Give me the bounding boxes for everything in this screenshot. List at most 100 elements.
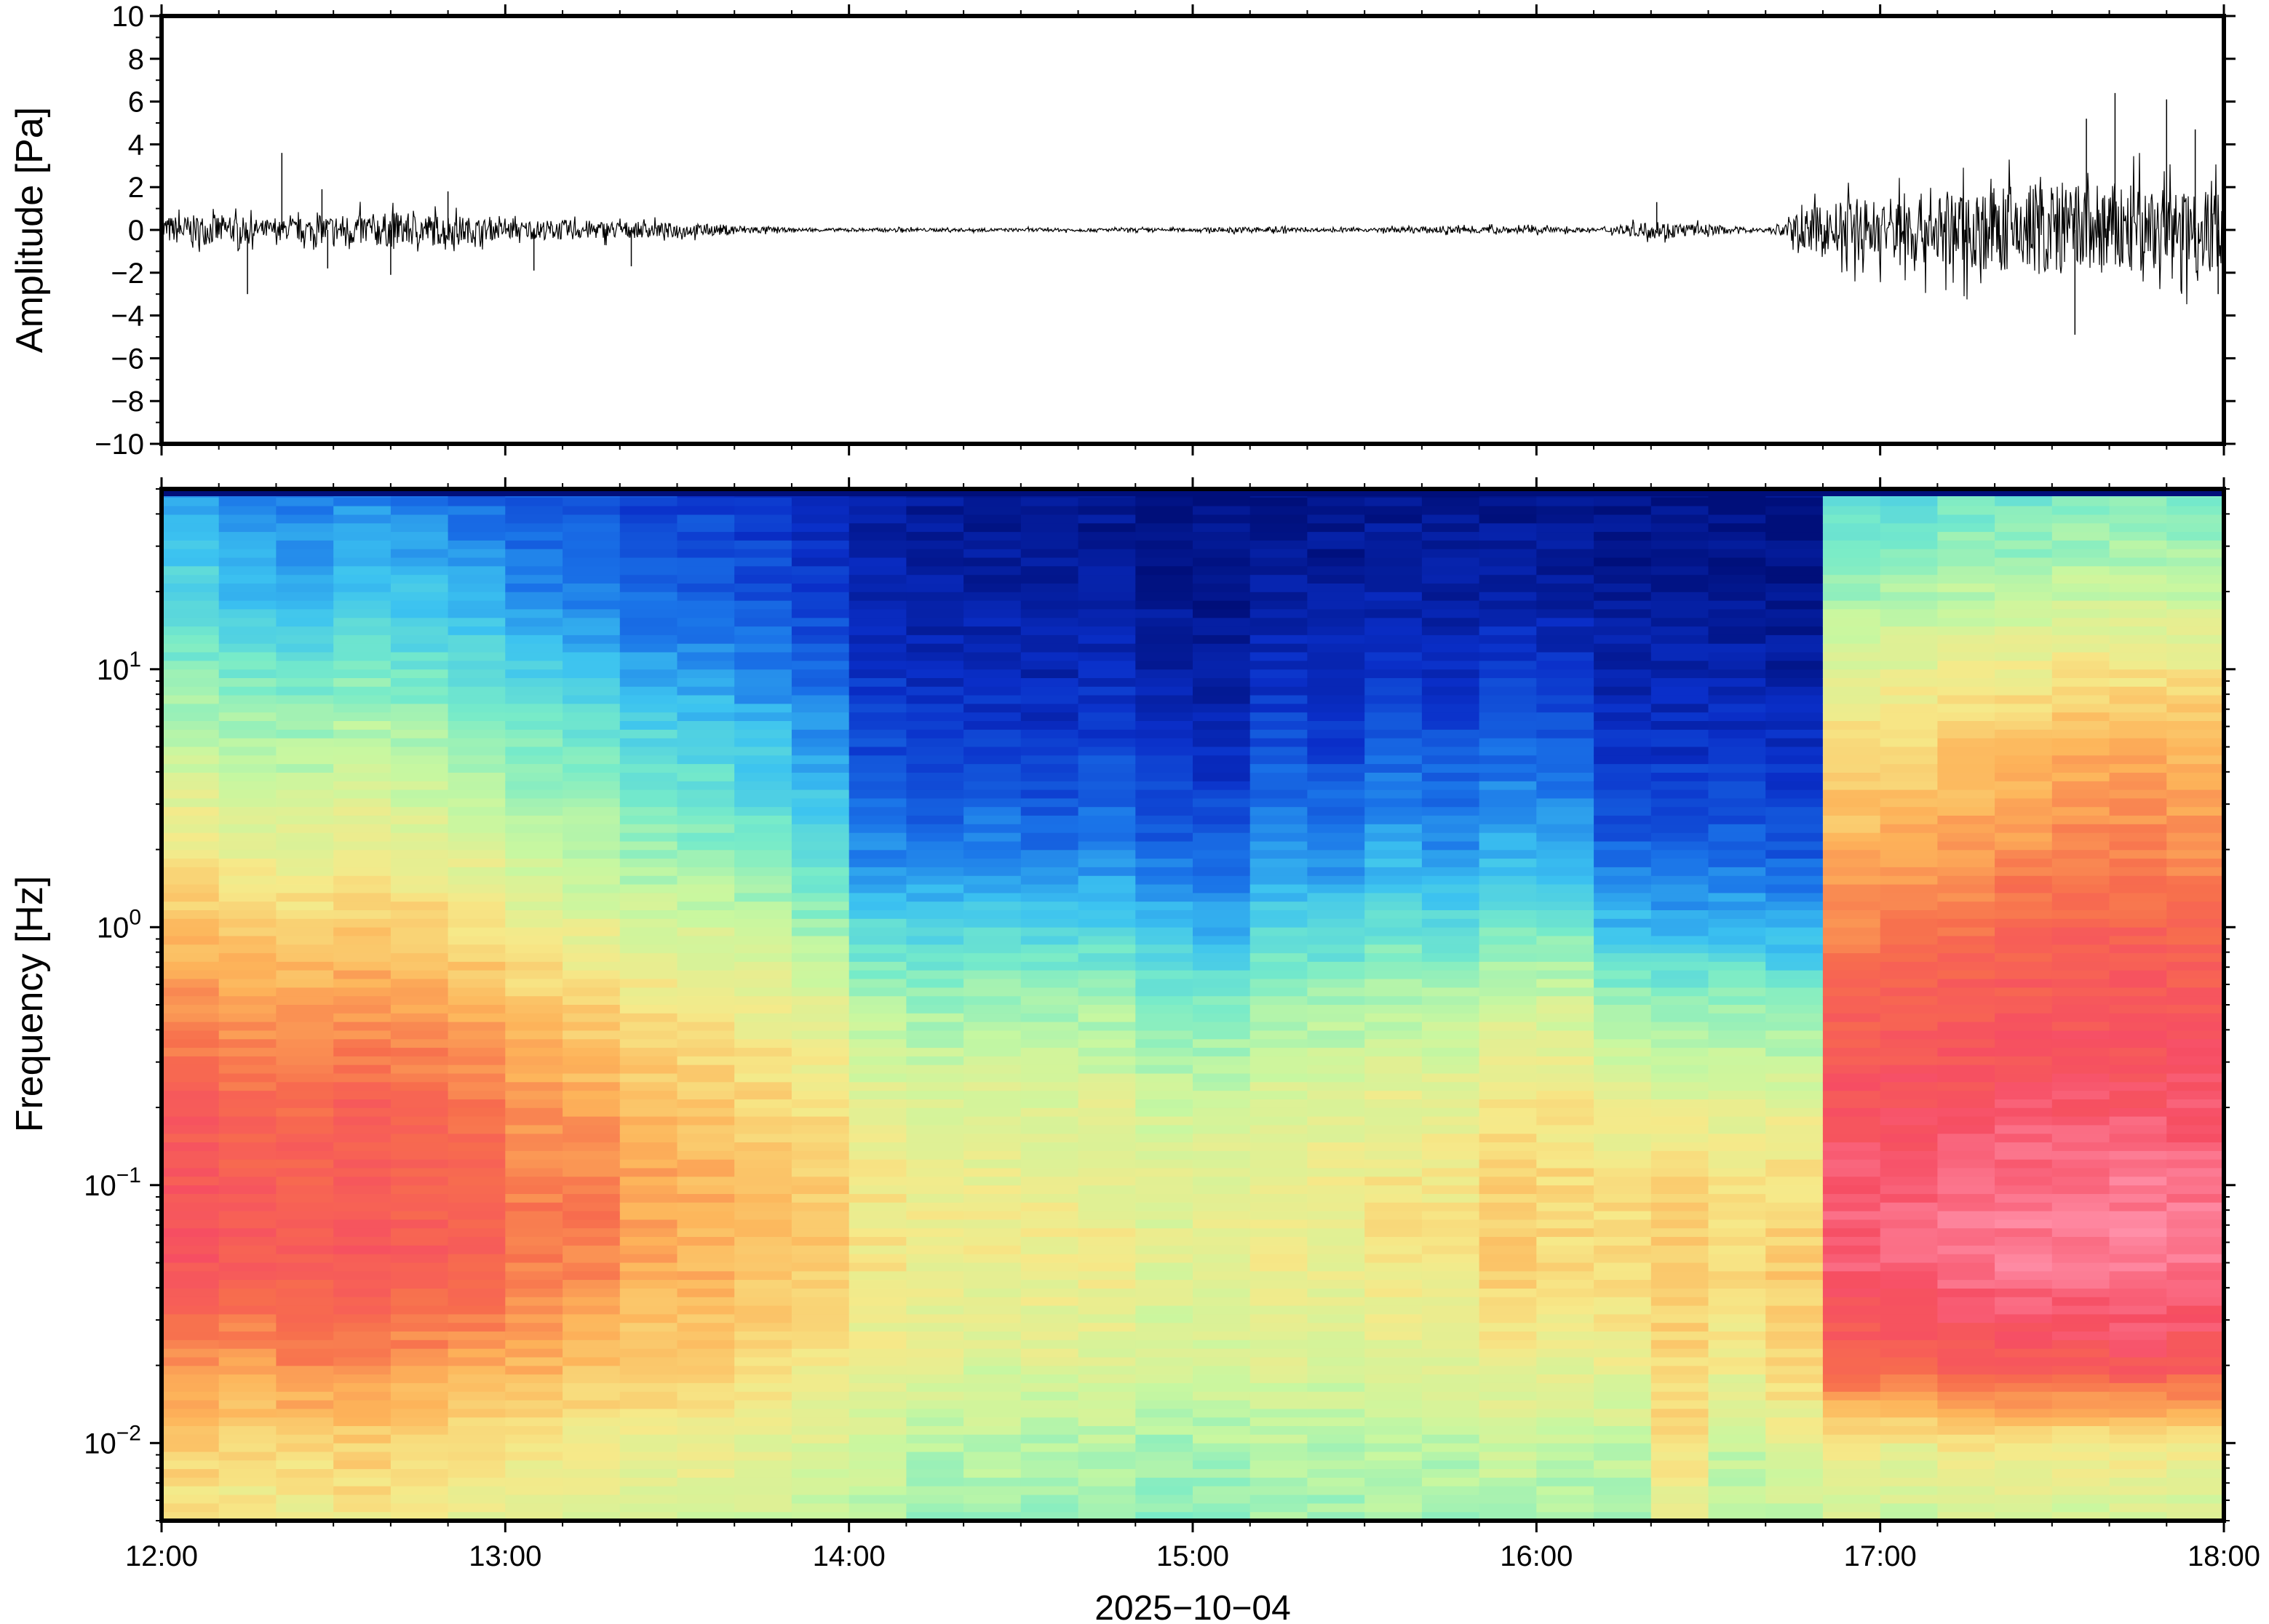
spectrogram-cell xyxy=(1995,824,2053,834)
spectrogram-cell xyxy=(390,1013,449,1023)
spectrogram-cell xyxy=(1421,1168,1480,1178)
spectrogram-cell xyxy=(218,1107,277,1118)
spectrogram-cell xyxy=(1594,626,1652,636)
spectrogram-cell xyxy=(1249,1030,1308,1040)
spectrogram-cell xyxy=(1536,1159,1594,1169)
spectrogram-cell xyxy=(448,747,506,757)
spectrogram-cell xyxy=(1822,1194,1881,1203)
spectrogram-cell xyxy=(1307,1280,1365,1289)
spectrogram-cell xyxy=(1135,1194,1193,1203)
spectrogram-cell xyxy=(2109,1013,2168,1023)
spectrogram-cell xyxy=(963,1202,1022,1212)
spectrogram-cell xyxy=(1708,1280,1766,1289)
spectrogram-cell xyxy=(1135,936,1193,946)
spectrogram-cell xyxy=(1995,850,2053,859)
spectrogram-cell xyxy=(505,738,563,748)
spectrogram-cell xyxy=(1937,1064,1995,1075)
spectrogram-cell xyxy=(276,1477,334,1487)
spectrogram-cell xyxy=(1020,600,1079,610)
spectrogram-cell xyxy=(390,918,449,928)
spectrogram-cell xyxy=(1650,859,1709,868)
spectrogram-cell xyxy=(333,927,392,937)
spectrogram-cell xyxy=(734,824,792,834)
spectrogram-cell xyxy=(390,850,449,859)
spectrogram-cell xyxy=(906,893,964,902)
spectrogram-cell xyxy=(1650,721,1709,731)
spectrogram-cell xyxy=(505,532,563,541)
spectrogram-cell xyxy=(1765,514,1824,525)
spectrogram-cell xyxy=(1020,816,1079,825)
spectrogram-cell xyxy=(734,1091,792,1100)
spectrogram-cell xyxy=(1135,1142,1193,1152)
spectrogram-cell xyxy=(1421,1073,1480,1083)
spectrogram-cell xyxy=(563,824,621,834)
spectrogram-cell xyxy=(390,944,449,954)
spectrogram-cell xyxy=(1765,497,1824,507)
spectrogram-cell xyxy=(1020,1030,1079,1040)
spectrogram-cell xyxy=(2166,549,2225,559)
spectrogram-cell xyxy=(448,1091,506,1100)
spectrogram-cell xyxy=(1421,729,1480,739)
spectrogram-cell xyxy=(2109,738,2168,748)
spectrogram-cell xyxy=(505,592,563,602)
spectrogram-cell xyxy=(963,1391,1022,1401)
spectrogram-cell xyxy=(791,634,850,645)
spectrogram-cell xyxy=(162,1417,220,1427)
spectrogram-cell xyxy=(1479,1005,1538,1014)
spectrogram-cell xyxy=(963,1099,1022,1109)
spectrogram-cell xyxy=(963,918,1022,928)
spectrogram-cell xyxy=(1364,669,1423,679)
spectrogram-cell xyxy=(2051,918,2110,928)
spectrogram-cell xyxy=(791,918,850,928)
spectrogram-cell xyxy=(162,1409,220,1418)
spectrogram-cell xyxy=(1249,1056,1308,1066)
spectrogram-cell xyxy=(1708,506,1766,516)
spectrogram-cell xyxy=(2109,1409,2168,1418)
spectrogram-cell xyxy=(734,1305,792,1315)
spectrogram-cell xyxy=(734,686,792,696)
spectrogram-cell xyxy=(1020,1168,1079,1178)
spectrogram-cell xyxy=(677,1400,735,1410)
spectrogram-cell xyxy=(505,1228,563,1238)
spectrogram-cell xyxy=(1364,1185,1423,1195)
spectrogram-cell xyxy=(2051,944,2110,954)
spectrogram-cell xyxy=(1307,669,1365,679)
spectrogram-cell xyxy=(1880,1194,1939,1203)
spectrogram-cell xyxy=(791,773,850,782)
spectrogram-cell xyxy=(1937,927,1995,937)
spectrogram-cell xyxy=(1650,1134,1709,1143)
spectrogram-cell xyxy=(791,1460,850,1470)
spectrogram-cell xyxy=(1822,721,1881,731)
spectrogram-cell xyxy=(1536,1177,1594,1186)
spectrogram-cell xyxy=(619,1477,678,1487)
spectrogram-cell xyxy=(390,575,449,584)
spectrogram-cell xyxy=(1708,634,1766,645)
spectrogram-cell xyxy=(1937,961,1995,971)
spectrogram-cell xyxy=(849,1202,907,1212)
spectrogram-cell xyxy=(2051,1091,2110,1100)
spectrogram-cell xyxy=(1307,566,1365,576)
spectrogram-cell xyxy=(1880,1323,1939,1332)
spectrogram-cell xyxy=(1594,592,1652,602)
spectrogram-cell xyxy=(1078,789,1137,800)
spectrogram-cell xyxy=(505,781,563,791)
spectrogram-cell xyxy=(1249,1159,1308,1169)
spectrogram-cell xyxy=(1650,910,1709,920)
spectrogram-cell xyxy=(2051,747,2110,757)
spectrogram-cell xyxy=(1708,1443,1766,1453)
spectrogram-cell xyxy=(1536,1503,1594,1513)
spectrogram-cell xyxy=(2166,1005,2225,1014)
spectrogram-cell xyxy=(677,773,735,782)
spectrogram-cell xyxy=(1822,789,1881,800)
spectrogram-cell xyxy=(162,773,220,782)
spectrogram-cell xyxy=(1822,1185,1881,1195)
spectrogram-cell xyxy=(1536,523,1594,533)
spectrogram-cell xyxy=(963,996,1022,1006)
spectrogram-cell xyxy=(1193,927,1251,937)
spectrogram-cell xyxy=(1307,996,1365,1006)
spectrogram-cell xyxy=(791,755,850,765)
spectrogram-cell xyxy=(1479,549,1538,559)
spectrogram-cell xyxy=(1249,867,1308,877)
spectrogram-cell xyxy=(448,721,506,731)
spectrogram-cell xyxy=(390,1477,449,1487)
